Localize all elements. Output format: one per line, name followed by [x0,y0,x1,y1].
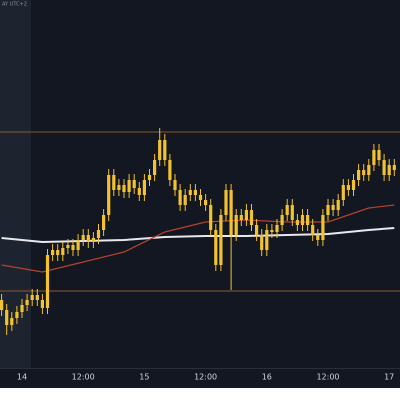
candle-body [224,190,228,215]
candle-body [25,300,29,305]
candle-body [56,250,60,255]
candle-body [275,225,279,232]
candle-body [316,235,320,240]
candle-body [270,230,274,232]
candle-body [295,220,299,225]
candle-body [193,190,197,195]
candle-body [35,295,39,300]
candle-body [66,245,70,248]
candle-body [102,215,106,230]
candle-body [214,230,218,265]
corner-text: AY UTC+2 [2,2,27,8]
candle-body [158,140,162,160]
candle-body [300,215,305,225]
candle-body [112,175,116,190]
candle-body [265,230,269,250]
candle-body [311,225,315,235]
x-tick-label: 12:00 [194,373,217,382]
candle-body [91,238,95,242]
candle-body [331,205,335,210]
candle-body [326,205,330,215]
candle-body [168,160,172,180]
candle-body [260,235,264,250]
x-tick-label: 16 [262,373,272,382]
candle-body [147,175,152,180]
candle-body [306,215,310,225]
candle-body [76,240,80,250]
candle-body [153,160,157,175]
candle-body [188,190,192,195]
candle-body [285,205,289,215]
x-tick-label: 15 [139,373,149,382]
candle-body [10,318,14,325]
candle-body [372,150,376,165]
candle-body [137,188,141,195]
candle-body [249,210,254,225]
candle-body [290,205,294,220]
candle-body [321,215,325,240]
candle-body [117,185,121,190]
candle-body [81,235,85,240]
candle-body [229,190,233,235]
candle-body [183,195,187,205]
candle-body [163,140,167,160]
candle-body [142,180,146,195]
x-tick-label: 12:00 [316,373,339,382]
candle-body [86,235,90,242]
x-tick-label: 14 [17,373,27,382]
candle-body [96,230,101,238]
candle-body [209,205,213,230]
candle-body [341,185,345,200]
x-tick-label: 12:00 [72,373,95,382]
candle-body [346,185,350,190]
candle-body [61,248,65,255]
candle-body [357,170,361,180]
candle-body [367,165,371,175]
moving-average-line [1,204,395,273]
candle-body [377,150,381,160]
candle-body [30,295,34,300]
candle-body [392,165,396,170]
candle-body [5,310,9,325]
candle-body [387,165,391,175]
candle-body [351,180,356,190]
x-tick-label: 17 [384,373,394,382]
candle-body [336,200,340,210]
candle-body [0,300,4,310]
candle-body [107,175,111,215]
moving-average-line [1,227,395,244]
candle-body [20,305,24,312]
candle-body [127,180,131,192]
candle-body [51,250,55,255]
candle-body [173,180,177,190]
candle-body [234,215,238,235]
candle-body [362,170,366,175]
candle-body [239,215,243,220]
candle-body [198,195,203,200]
candle-body [45,255,50,308]
candle-body [280,215,284,225]
candle-body [122,185,126,192]
candle-body [15,312,19,318]
candle-body [204,200,208,205]
session-shade [0,0,31,368]
candle-body [40,300,44,308]
candle-body [132,180,136,188]
candle-body [71,245,75,250]
candle-body [219,215,223,265]
candle-body [382,160,386,175]
candle-body [178,190,182,205]
candle-body [244,210,248,220]
candle-body [255,225,259,235]
